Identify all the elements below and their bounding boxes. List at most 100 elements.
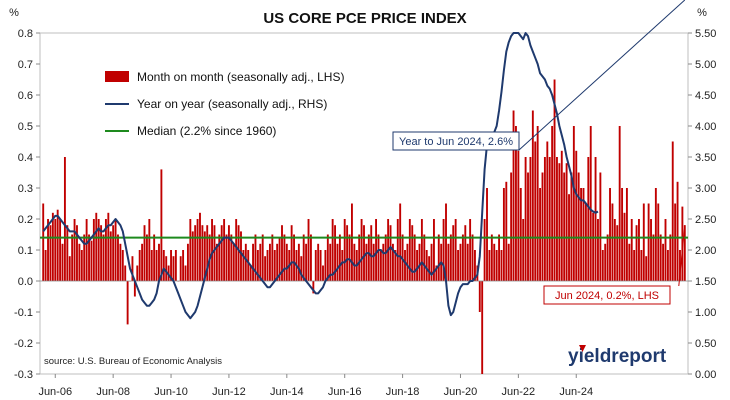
- bar-mom: [348, 234, 351, 281]
- bar-mom: [297, 243, 300, 281]
- bar-mom: [80, 250, 83, 281]
- bar-mom: [413, 234, 416, 281]
- bar-mom: [266, 250, 269, 281]
- bar-mom: [541, 172, 544, 281]
- bar-mom: [442, 219, 445, 281]
- bar-mom: [63, 157, 66, 281]
- bar-mom: [539, 188, 542, 281]
- bar-mom: [114, 219, 117, 281]
- bar-mom: [148, 219, 151, 281]
- bar-mom: [481, 281, 484, 374]
- bar-mom: [281, 225, 283, 281]
- right-tick-label: 1.50: [695, 276, 716, 288]
- bar-mom: [264, 256, 267, 281]
- bar-mom: [145, 234, 148, 281]
- chart-title: US CORE PCE PRICE INDEX: [263, 10, 466, 27]
- x-tick-label: Jun-06: [38, 386, 72, 398]
- bar-mom: [223, 219, 226, 281]
- bar-mom: [640, 250, 643, 281]
- bar-mom: [418, 243, 421, 281]
- bar-mom: [165, 256, 168, 281]
- bar-mom: [572, 126, 575, 281]
- bar-mom: [445, 203, 447, 281]
- bar-mom: [51, 212, 54, 281]
- bar-mom: [100, 225, 103, 281]
- bar-mom: [652, 234, 655, 281]
- bar-mom: [563, 172, 566, 281]
- x-tick-label: Jun-10: [154, 386, 188, 398]
- bar-mom: [252, 243, 254, 281]
- bar-mom: [428, 256, 431, 281]
- right-tick-label: 2.00: [695, 245, 716, 257]
- bar-mom: [495, 250, 498, 281]
- left-tick-label: 0.3: [18, 183, 33, 195]
- bar-mom: [524, 157, 527, 281]
- bar-mom: [546, 141, 549, 281]
- bar-mom: [447, 243, 450, 281]
- bar-mom: [423, 234, 426, 281]
- bar-mom: [56, 209, 59, 281]
- bar-mom: [396, 219, 399, 281]
- left-tick-label: 0.6: [18, 90, 33, 102]
- bar-mom: [201, 225, 204, 281]
- left-tick-label: 0.7: [18, 59, 33, 71]
- plot-area-border: [39, 32, 689, 375]
- bar-mom: [399, 203, 402, 281]
- bar-mom: [329, 243, 332, 281]
- bar-mom: [584, 203, 587, 281]
- bar-mom: [179, 256, 182, 281]
- annotation-year-to-date: Year to Jun 2024, 2.6%: [392, 0, 686, 151]
- right-tick-label: 0.00: [695, 369, 716, 381]
- x-tick-label: Jun-08: [96, 386, 130, 398]
- bar-mom: [211, 219, 213, 281]
- bar-mom: [85, 219, 88, 281]
- legend-label-median: Median (2.2% since 1960): [137, 124, 276, 138]
- bar-mom: [613, 219, 616, 281]
- bar-mom: [601, 250, 604, 281]
- bar-mom: [638, 219, 640, 281]
- bar-mom: [392, 243, 394, 281]
- bar-mom: [505, 181, 508, 281]
- bar-mom: [247, 250, 250, 281]
- bar-mom: [478, 281, 481, 312]
- left-tick-label: 0.2: [18, 214, 33, 226]
- bar-mom: [358, 234, 361, 281]
- bar-mom: [324, 250, 327, 281]
- bar-mom: [408, 219, 411, 281]
- bar-mom: [199, 212, 201, 281]
- bar-mom: [483, 219, 486, 281]
- legend: Month on month (seasonally adj., LHS) Ye…: [105, 70, 344, 138]
- bar-mom: [592, 212, 595, 281]
- bar-mom: [365, 243, 368, 281]
- bar-mom: [676, 181, 679, 281]
- bar-mom: [215, 243, 218, 281]
- bar-mom: [225, 234, 228, 281]
- bar-mom: [141, 243, 144, 281]
- bar-mom: [657, 203, 660, 281]
- bar-mom: [162, 250, 165, 281]
- bar-mom: [645, 256, 648, 281]
- bar-mom: [230, 234, 233, 281]
- bar-mom: [155, 250, 158, 281]
- bar-mom: [302, 234, 305, 281]
- bar-mom: [382, 243, 385, 281]
- right-tick-label: 3.50: [695, 152, 716, 164]
- bar-mom: [394, 250, 397, 281]
- bar-mom: [343, 219, 346, 281]
- bar-mom: [341, 250, 344, 281]
- line-series-year-on-year: [42, 32, 599, 320]
- bar-mom: [490, 234, 493, 281]
- bar-mom: [628, 243, 631, 281]
- bar-mom: [170, 250, 172, 281]
- bar-mom: [486, 188, 488, 281]
- bar-mom: [158, 243, 160, 281]
- bar-mom: [95, 212, 98, 281]
- bar-mom: [466, 243, 469, 281]
- bar-mom: [326, 234, 329, 281]
- bar-mom: [363, 225, 365, 281]
- bar-mom: [184, 265, 187, 281]
- bar-mom: [404, 250, 406, 281]
- bar-mom: [213, 225, 216, 281]
- bar-mom: [61, 243, 64, 281]
